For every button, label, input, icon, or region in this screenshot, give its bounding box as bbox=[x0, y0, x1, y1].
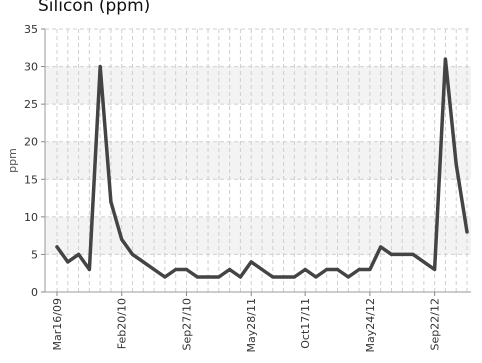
data-point bbox=[163, 275, 167, 279]
y-tick-label: 35 bbox=[24, 23, 38, 36]
data-point bbox=[206, 275, 210, 279]
grid-band bbox=[45, 141, 471, 180]
data-point bbox=[292, 275, 296, 279]
y-tick-label: 10 bbox=[24, 211, 38, 224]
data-point bbox=[271, 275, 275, 279]
y-tick-label: 15 bbox=[24, 173, 38, 186]
data-point bbox=[66, 260, 70, 264]
x-tick-label: Sep27/10 bbox=[180, 298, 193, 350]
series-line-layer bbox=[55, 57, 469, 279]
data-point bbox=[249, 260, 253, 264]
data-point bbox=[55, 245, 59, 249]
data-point bbox=[228, 267, 232, 272]
chart-title: Silicon (ppm) bbox=[38, 0, 151, 16]
data-point bbox=[325, 267, 329, 272]
background-bands bbox=[45, 66, 471, 255]
x-tick-label: May24/12 bbox=[364, 298, 377, 352]
data-point bbox=[130, 252, 135, 257]
data-point bbox=[281, 275, 286, 279]
x-tick-label: Oct17/11 bbox=[299, 298, 312, 349]
data-point bbox=[184, 267, 189, 272]
data-point bbox=[303, 267, 307, 272]
y-tick-label: 20 bbox=[24, 136, 38, 149]
data-point bbox=[174, 267, 178, 272]
x-tick-label: Feb20/10 bbox=[116, 298, 129, 349]
grid-band bbox=[45, 216, 471, 255]
data-point bbox=[443, 57, 448, 61]
data-point bbox=[357, 267, 361, 272]
data-point bbox=[433, 267, 437, 272]
data-point bbox=[238, 275, 243, 279]
data-point bbox=[400, 252, 404, 257]
data-point bbox=[141, 260, 145, 264]
y-tick-labels: 0 5 10 15 20 25 30 35 bbox=[24, 23, 38, 299]
data-point bbox=[314, 275, 318, 279]
data-point bbox=[76, 252, 81, 257]
data-point bbox=[389, 252, 394, 257]
grid-band bbox=[45, 66, 471, 105]
x-tick-label: Mar16/09 bbox=[51, 298, 64, 350]
data-point bbox=[87, 267, 91, 272]
data-point bbox=[98, 64, 102, 69]
data-point bbox=[379, 245, 383, 249]
data-point bbox=[335, 267, 340, 272]
y-tick-label: 30 bbox=[24, 61, 38, 74]
data-point bbox=[346, 275, 350, 279]
y-tick-label: 25 bbox=[24, 98, 38, 111]
data-point bbox=[109, 200, 113, 204]
x-tick-label: May28/11 bbox=[245, 298, 258, 352]
data-point bbox=[411, 252, 415, 257]
y-tick-label: 0 bbox=[31, 286, 38, 299]
x-tick-labels: Mar16/09 Feb20/10 Sep27/10 May28/11 Oct17/11… bbox=[51, 298, 442, 352]
data-point bbox=[217, 275, 221, 279]
data-point bbox=[260, 267, 264, 272]
y-tick-label: 5 bbox=[31, 248, 38, 261]
x-tick-label: Sep22/12 bbox=[429, 298, 442, 350]
y-axis-title: ppm bbox=[6, 148, 19, 173]
axes bbox=[41, 28, 471, 296]
data-point bbox=[152, 267, 156, 272]
data-point bbox=[465, 230, 469, 234]
data-point bbox=[454, 162, 458, 166]
data-point bbox=[422, 260, 426, 264]
data-point bbox=[368, 267, 372, 272]
data-point bbox=[195, 275, 199, 279]
data-point bbox=[120, 237, 124, 241]
